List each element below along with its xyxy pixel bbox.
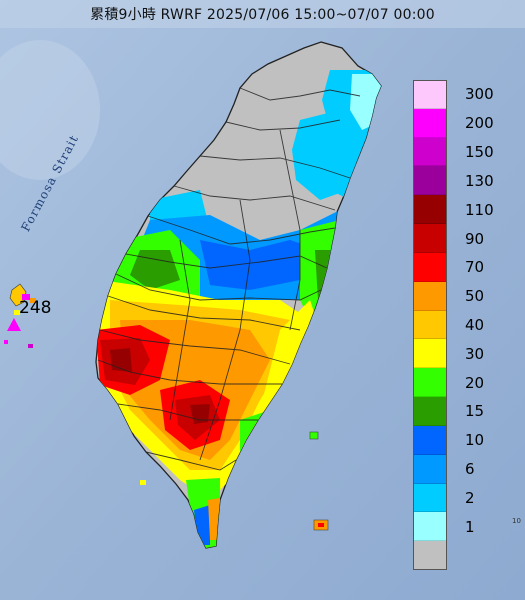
legend-label: 2 [465,488,475,507]
legend-swatch [413,137,447,167]
legend-label: 6 [465,460,475,479]
legend-label: 130 [465,171,494,190]
legend-swatch [413,454,447,484]
legend-swatch [413,425,447,455]
legend-label: 150 [465,143,494,162]
legend-swatch [413,281,447,311]
penghu-islands [4,283,36,348]
haze [0,40,100,180]
legend-swatch [413,512,447,542]
legend-swatch [413,339,447,369]
legend-label: 300 [465,85,494,104]
legend-swatch [413,80,447,109]
legend-swatch [413,483,447,513]
legend-label: 70 [465,258,485,277]
legend-label: 90 [465,229,485,248]
legend-label: 20 [465,373,485,392]
title-band [0,0,525,28]
max-rainfall-triangle-icon [7,318,21,331]
legend-swatch [413,166,447,196]
offshore-islands-east [140,431,329,531]
corner-note: 10 [512,517,521,525]
legend-swatch [413,195,447,225]
legend-swatch [413,368,447,398]
county-boundaries [97,87,361,471]
legend-label: 1 [465,517,475,536]
legend-swatch [413,541,447,570]
rainfall-legend: 300 200 150 130 110 90 70 50 40 30 20 15 10 6 2 1 [413,80,513,570]
legend-label: 200 [465,114,494,133]
legend-label: 40 [465,316,485,334]
legend-swatch [413,397,447,426]
legend-swatch [413,252,447,282]
legend-label: 10 [465,431,485,450]
legend-swatch [413,224,447,253]
max-rainfall-value: 248 [19,298,52,318]
legend-label: 30 [465,344,485,363]
legend-label: 110 [465,200,494,219]
legend-label: 50 [465,287,485,306]
rainfall-shading [96,70,381,548]
legend-swatch [413,108,447,138]
legend-label: 15 [465,402,485,421]
map-title: 累積9小時 RWRF 2025/07/06 15:00~07/07 00:00 [90,7,435,23]
legend-swatch [413,310,447,340]
